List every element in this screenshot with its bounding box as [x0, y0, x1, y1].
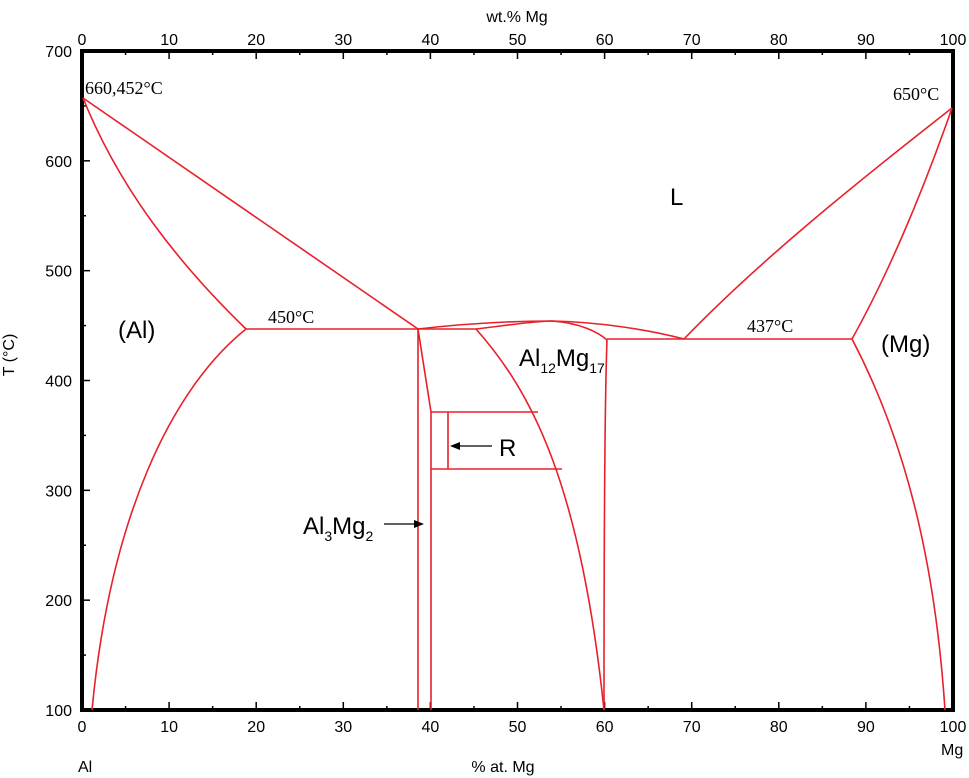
top-tick-label: 30 — [334, 32, 352, 49]
r-arrow — [450, 442, 492, 450]
mg-liquidus-line — [683, 107, 953, 340]
gamma-sub1: 12 — [540, 360, 556, 376]
gamma-mid: Mg — [556, 345, 589, 372]
beta-arrow — [384, 520, 424, 528]
left-axis-title: T (°C) — [1, 334, 18, 377]
top-tick-label: 40 — [422, 32, 440, 49]
r-phase-label: R — [499, 435, 516, 462]
gamma-left-line — [475, 328, 605, 711]
beta-mid: Mg — [332, 513, 365, 540]
y-tick-label: 300 — [45, 483, 72, 500]
gamma-sub2: 17 — [589, 360, 605, 376]
mg-solidus-line — [851, 107, 953, 340]
y-tick-label: 600 — [45, 154, 72, 171]
bottom-axis: 0 10 20 30 40 50 60 70 80 90 100 — [78, 702, 967, 736]
element-mg-label: Mg — [941, 742, 963, 759]
bottom-tick-label: 30 — [334, 719, 352, 736]
top-tick-label: 50 — [509, 32, 527, 49]
bottom-tick-label: 80 — [770, 719, 788, 736]
y-tick-label: 100 — [45, 703, 72, 720]
bottom-tick-label: 60 — [596, 719, 614, 736]
al-melting-label: 660,452°C — [85, 78, 163, 98]
gamma-right-line — [603, 339, 608, 711]
bottom-tick-label: 20 — [247, 719, 265, 736]
beta-sub1: 3 — [324, 528, 332, 544]
al-solidus-line — [82, 97, 247, 330]
bottom-tick-label: 100 — [940, 719, 967, 736]
bottom-tick-label: 70 — [683, 719, 701, 736]
gamma-phase-label: Al12Mg17 — [519, 345, 605, 376]
eutectic-450-label: 450°C — [268, 307, 314, 327]
mg-melting-label: 650°C — [893, 84, 939, 104]
gamma-base: Al — [519, 345, 540, 372]
bottom-tick-label: 0 — [78, 719, 87, 736]
bottom-tick-label: 10 — [160, 719, 178, 736]
top-tick-label: 80 — [770, 32, 788, 49]
r-arrow-head — [450, 442, 460, 450]
beta-base: Al — [303, 513, 324, 540]
al-liquidus-line — [82, 97, 419, 330]
left-axis: 100 200 300 400 500 600 700 — [45, 44, 90, 720]
bottom-tick-label: 50 — [509, 719, 527, 736]
top-tick-label: 20 — [247, 32, 265, 49]
beta-arrow-head — [414, 520, 424, 528]
al-phase-label: (Al) — [118, 317, 155, 344]
eutectic-437-label: 437°C — [747, 316, 793, 336]
liquid-label: L — [670, 184, 683, 211]
top-tick-label: 100 — [940, 32, 967, 49]
beta-phase-label: Al3Mg2 — [303, 513, 373, 544]
y-tick-label: 200 — [45, 593, 72, 610]
top-tick-label: 0 — [78, 32, 87, 49]
phase-boundaries — [82, 97, 953, 711]
top-axis: 0 10 20 30 40 50 60 70 80 90 100 — [78, 32, 967, 59]
bottom-tick-label: 40 — [422, 719, 440, 736]
bottom-tick-label: 90 — [857, 719, 875, 736]
mg-phase-label: (Mg) — [881, 331, 930, 358]
mg-solvus-line — [851, 338, 946, 711]
beta-right-line — [417, 328, 432, 710]
y-tick-label: 500 — [45, 264, 72, 281]
y-tick-label: 400 — [45, 374, 72, 391]
element-al-label: Al — [78, 759, 92, 776]
top-tick-label: 60 — [596, 32, 614, 49]
top-tick-label: 70 — [683, 32, 701, 49]
y-tick-label: 700 — [45, 44, 72, 61]
al-solvus-line — [91, 328, 247, 711]
top-tick-label: 10 — [160, 32, 178, 49]
middle-liquidus-line — [417, 320, 685, 340]
beta-sub2: 2 — [365, 528, 373, 544]
top-axis-title: wt.% Mg — [485, 9, 547, 26]
gamma-solidus-line — [475, 320, 608, 341]
top-tick-label: 90 — [857, 32, 875, 49]
plot-frame — [80, 49, 955, 712]
bottom-axis-title: % at. Mg — [471, 759, 534, 776]
